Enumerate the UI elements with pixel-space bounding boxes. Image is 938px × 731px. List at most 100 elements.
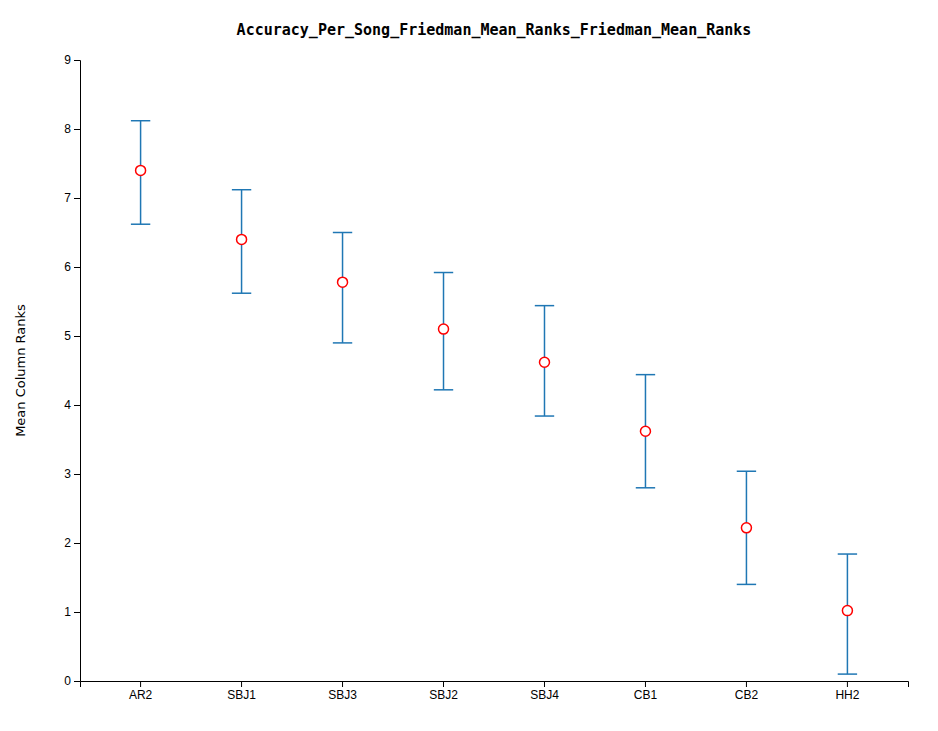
lower-error-cap: [333, 342, 352, 344]
y-tick: 4: [64, 398, 80, 412]
y-tick: 9: [64, 53, 80, 67]
x-tick: SBJ3: [328, 681, 357, 702]
y-tick-label: 6: [64, 260, 71, 274]
y-tick: 5: [64, 329, 80, 343]
upper-error-bar: [241, 190, 243, 240]
x-tick-label: CB2: [735, 688, 759, 702]
upper-error-cap: [434, 272, 453, 274]
error-bar-group: [131, 121, 150, 225]
chart-title: Accuracy_Per_Song_Friedman_Mean_Ranks_Fr…: [237, 21, 752, 39]
lower-error-bar: [241, 239, 243, 293]
upper-error-cap: [535, 305, 554, 307]
y-tick: 6: [64, 260, 80, 274]
x-tick: SBJ4: [530, 681, 559, 702]
center-marker: [741, 523, 751, 533]
upper-error-bar: [140, 121, 142, 171]
upper-error-cap: [333, 232, 352, 234]
error-bar-group: [636, 375, 655, 488]
upper-error-cap: [131, 120, 150, 122]
center-marker: [338, 277, 348, 287]
center-marker: [539, 357, 549, 367]
x-tick-mark: [746, 681, 747, 687]
lower-error-bar: [746, 528, 748, 585]
upper-error-bar: [342, 233, 344, 283]
y-tick-mark: [74, 612, 80, 613]
x-tick-mark: [443, 681, 444, 687]
upper-error-bar: [847, 554, 849, 611]
lower-error-cap: [131, 223, 150, 225]
upper-error-bar: [443, 273, 445, 330]
x-tick-mark: [140, 681, 141, 687]
x-tick-mark: [544, 681, 545, 687]
lower-error-bar: [645, 431, 647, 488]
x-tick-label: SBJ4: [530, 688, 559, 702]
x-tick-mark: [645, 681, 646, 687]
y-tick-mark: [74, 543, 80, 544]
x-tick-label: AR2: [129, 688, 153, 702]
y-tick-label: 7: [64, 191, 71, 205]
lower-error-cap: [232, 292, 251, 294]
y-axis: 0 1 2 3 4 5 6 7 8 9: [64, 53, 80, 688]
y-tick: 2: [64, 536, 80, 550]
y-tick: 7: [64, 191, 80, 205]
lower-error-cap: [535, 415, 554, 417]
y-tick: 8: [64, 122, 80, 136]
y-tick-label: 2: [64, 536, 71, 550]
lower-error-cap: [737, 584, 756, 586]
y-tick-mark: [74, 267, 80, 268]
y-tick-label: 5: [64, 329, 71, 343]
lower-error-bar: [443, 329, 445, 390]
error-bar-group: [434, 273, 453, 390]
y-tick-mark: [74, 405, 80, 406]
x-tick: CB2: [735, 681, 759, 702]
x-tick-label: SBJ2: [429, 688, 458, 702]
x-tick: SBJ2: [429, 681, 458, 702]
upper-error-cap: [232, 189, 251, 191]
y-tick-mark: [74, 474, 80, 475]
y-tick: 1: [64, 605, 80, 619]
x-axis-line: [81, 682, 909, 688]
lower-error-cap: [636, 487, 655, 489]
x-tick: SBJ1: [227, 681, 256, 702]
x-tick-label: SBJ1: [227, 688, 256, 702]
x-tick-label: SBJ3: [328, 688, 357, 702]
x-tick-label: CB1: [634, 688, 658, 702]
upper-error-bar: [544, 306, 546, 363]
y-tick-mark: [74, 336, 80, 337]
y-tick-mark: [74, 129, 80, 130]
center-marker: [237, 234, 247, 244]
error-bar-group: [737, 471, 756, 584]
x-axis: AR2 SBJ1 SBJ3 SBJ2 SBJ4 CB1 CB2 HH2: [81, 681, 909, 702]
y-tick-mark: [74, 198, 80, 199]
marks: [131, 121, 857, 674]
lower-error-bar: [342, 282, 344, 343]
x-tick-mark: [847, 681, 848, 687]
x-tick-mark: [241, 681, 242, 687]
lower-error-bar: [140, 170, 142, 224]
x-tick: AR2: [129, 681, 153, 702]
x-tick-label: HH2: [835, 688, 859, 702]
upper-error-cap: [636, 374, 655, 376]
center-marker: [136, 165, 146, 175]
y-tick-label: 9: [64, 53, 71, 67]
y-tick-label: 0: [64, 674, 71, 688]
error-bar-group: [838, 554, 857, 674]
y-tick-mark: [74, 681, 80, 682]
error-bar-group: [232, 190, 251, 294]
y-axis-line: [74, 61, 81, 682]
y-tick: 3: [64, 467, 80, 481]
upper-error-bar: [645, 375, 647, 432]
center-marker: [640, 426, 650, 436]
y-tick-label: 3: [64, 467, 71, 481]
y-tick-label: 1: [64, 605, 71, 619]
upper-error-cap: [838, 553, 857, 555]
x-tick: HH2: [835, 681, 859, 702]
y-tick-label: 8: [64, 122, 71, 136]
error-bar-group: [333, 233, 352, 343]
error-bar-group: [535, 306, 554, 416]
center-marker: [439, 324, 449, 334]
lower-error-bar: [847, 611, 849, 674]
y-tick-mark: [74, 60, 80, 61]
lower-error-bar: [544, 362, 546, 416]
y-tick: 0: [64, 674, 80, 688]
